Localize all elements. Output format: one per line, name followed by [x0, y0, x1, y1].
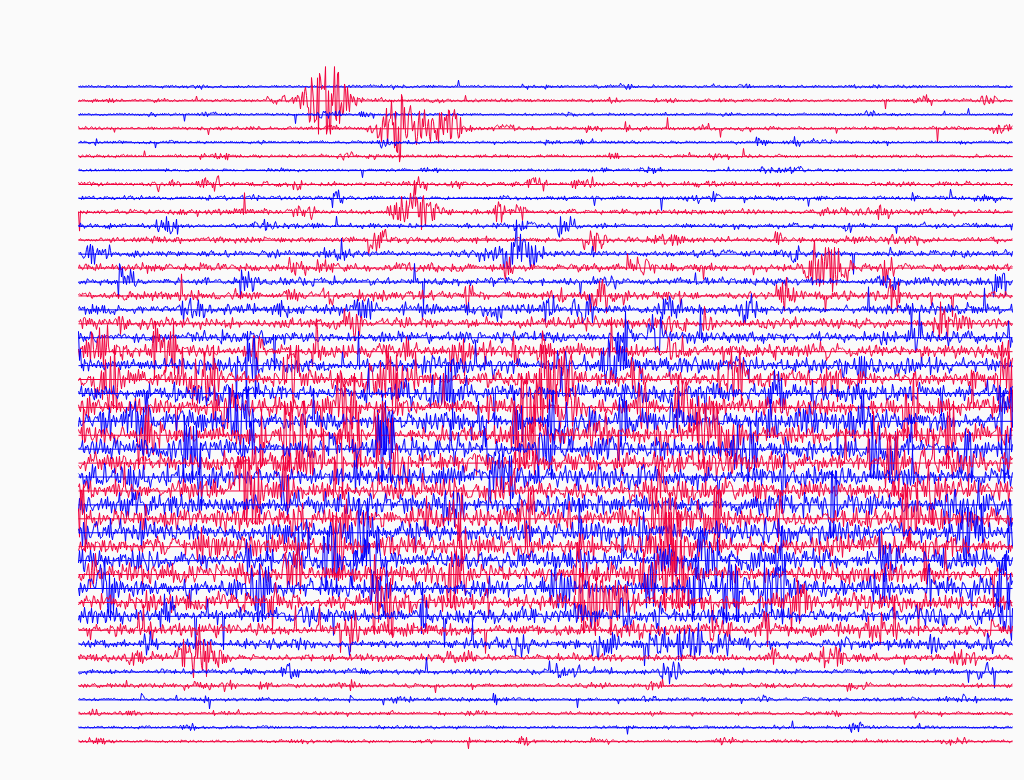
seismogram-traces [0, 0, 1024, 780]
seismogram-page: HL Rio (Town Hall) Applied filter: WWSSN… [0, 0, 1024, 780]
